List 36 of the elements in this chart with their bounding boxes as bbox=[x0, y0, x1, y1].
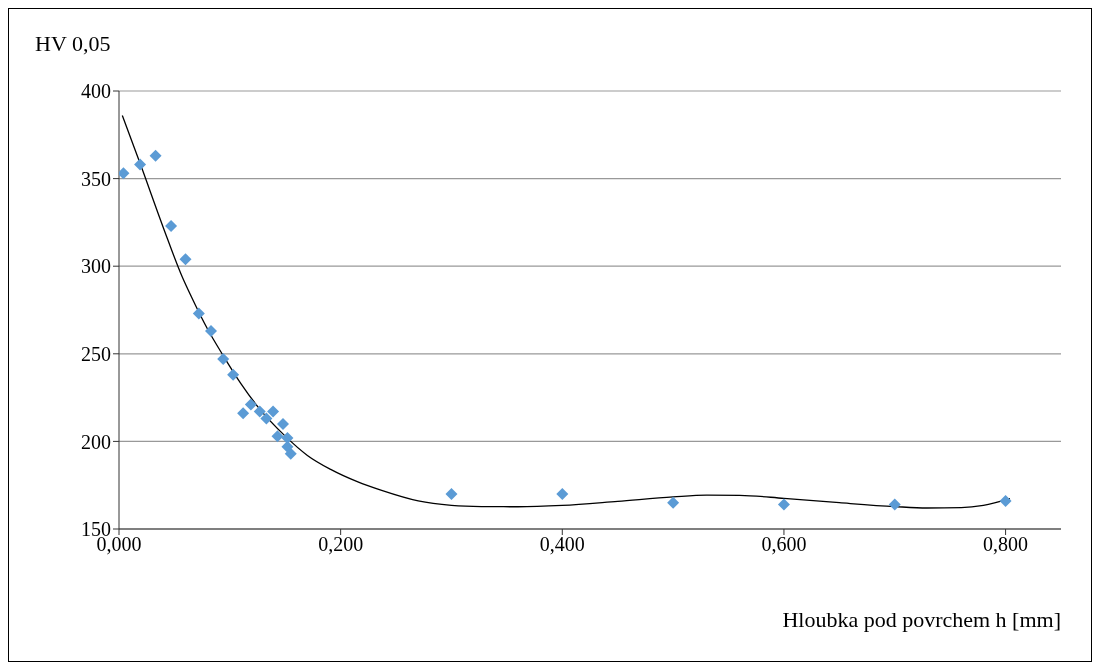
point bbox=[204, 325, 217, 338]
point bbox=[888, 498, 901, 511]
point bbox=[227, 368, 240, 381]
point bbox=[192, 307, 205, 320]
point bbox=[260, 412, 273, 425]
x-axis-title: Hloubka pod povrchem h [mm] bbox=[782, 607, 1061, 633]
line-series bbox=[121, 114, 1011, 509]
point bbox=[149, 149, 162, 162]
point bbox=[667, 496, 680, 509]
y-tick-label: 300 bbox=[81, 255, 111, 278]
point bbox=[277, 417, 290, 430]
x-tick-label: 0,600 bbox=[761, 533, 807, 556]
point bbox=[217, 353, 230, 366]
point bbox=[556, 487, 569, 500]
point bbox=[267, 405, 280, 418]
point bbox=[165, 219, 178, 232]
point bbox=[445, 487, 458, 500]
y-axis-title: HV 0,05 bbox=[35, 31, 111, 57]
point bbox=[134, 158, 147, 171]
point bbox=[284, 447, 297, 460]
x-tick-label: 0,400 bbox=[539, 533, 585, 556]
point bbox=[777, 498, 790, 511]
point bbox=[999, 494, 1012, 507]
point bbox=[119, 167, 130, 180]
point bbox=[253, 405, 266, 418]
point bbox=[271, 430, 284, 443]
y-tick-label: 250 bbox=[81, 342, 111, 365]
x-tick-label: 0,200 bbox=[318, 533, 364, 556]
y-tick-label: 350 bbox=[81, 167, 111, 190]
x-tick-label: 0,800 bbox=[983, 533, 1029, 556]
point bbox=[281, 431, 294, 444]
y-tick-label: 400 bbox=[81, 80, 111, 103]
point bbox=[179, 253, 192, 266]
y-tick-label: 200 bbox=[81, 430, 111, 453]
point bbox=[244, 398, 257, 411]
point bbox=[237, 407, 250, 420]
